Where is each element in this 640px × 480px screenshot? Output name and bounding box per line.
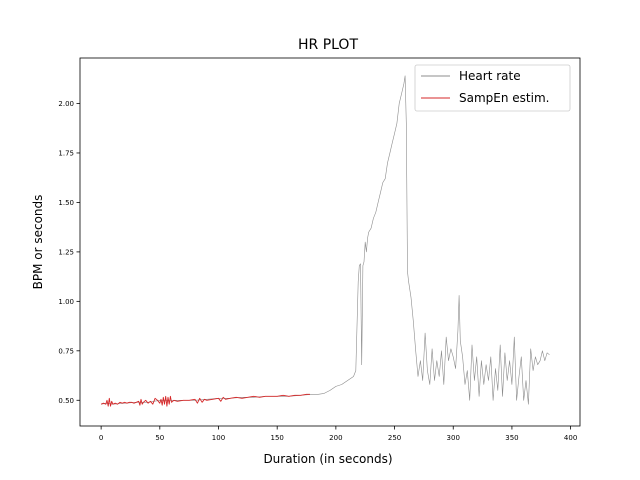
series-layer bbox=[100, 75, 550, 407]
plot-area bbox=[79, 57, 581, 427]
x-tick-label: 250 bbox=[388, 434, 401, 442]
chart-title: HR PLOT bbox=[298, 37, 358, 53]
x-tick-label: 300 bbox=[447, 434, 460, 442]
legend-box bbox=[414, 64, 571, 112]
y-tick-label: 0.50 bbox=[58, 397, 74, 405]
x-axis-label: Duration (in seconds) bbox=[263, 452, 392, 466]
x-tick-label: 0 bbox=[99, 434, 103, 442]
plot-frame bbox=[79, 57, 581, 427]
x-tick-label: 50 bbox=[155, 434, 164, 442]
x-tick-label: 200 bbox=[329, 434, 342, 442]
x-tick-label: 350 bbox=[505, 434, 518, 442]
x-axis: 0 50 100 150 200 250 300 350 400 bbox=[99, 426, 577, 442]
legend-label-heart-rate: Heart rate bbox=[459, 69, 521, 83]
plot-background bbox=[80, 58, 580, 426]
series-heart-rate-line bbox=[101, 75, 550, 405]
x-tick-label: 150 bbox=[270, 434, 283, 442]
series-sampen-line bbox=[100, 393, 310, 407]
x-tick-label: 100 bbox=[212, 434, 225, 442]
y-tick-label: 0.75 bbox=[58, 347, 74, 355]
y-tick-label: 1.00 bbox=[58, 298, 74, 306]
legend-label-sampen: SampEn estim. bbox=[459, 91, 549, 105]
y-axis: 0.50 0.75 1.00 1.25 1.50 1.75 2.00 bbox=[58, 100, 80, 405]
legend: Heart rate SampEn estim. bbox=[414, 64, 571, 112]
y-tick-label: 1.75 bbox=[58, 149, 74, 157]
y-tick-label: 2.00 bbox=[58, 100, 74, 108]
y-tick-label: 1.50 bbox=[58, 199, 74, 207]
y-axis-label: BPM or seconds bbox=[31, 195, 45, 290]
x-tick-label: 400 bbox=[564, 434, 577, 442]
y-tick-label: 1.25 bbox=[58, 248, 74, 256]
